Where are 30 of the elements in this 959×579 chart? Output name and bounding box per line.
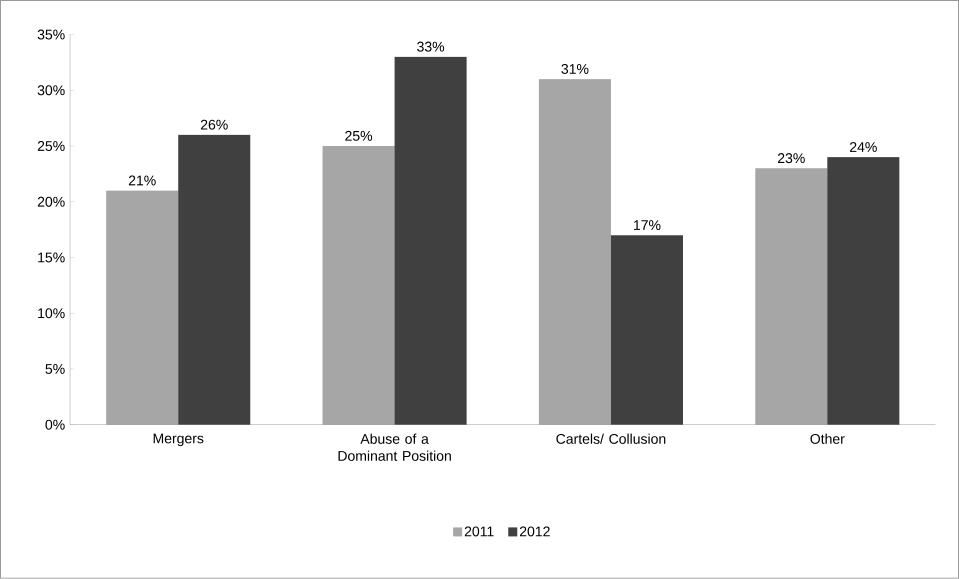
y-tick-label: 15% [38, 252, 65, 263]
bar [827, 157, 900, 425]
bar [394, 56, 467, 425]
bar [538, 79, 611, 425]
y-tick-label: 25% [38, 141, 65, 152]
data-label: 26% [200, 120, 228, 130]
y-tick-label: 10% [38, 308, 65, 318]
bar [106, 190, 178, 425]
data-label: 25% [345, 130, 372, 141]
x-tick-label: Other [810, 434, 845, 444]
bar [322, 146, 395, 425]
y-tick-label: 30% [38, 85, 65, 96]
bar [610, 235, 683, 425]
legend-label: 2011 [464, 526, 494, 536]
data-label: 21% [128, 176, 156, 186]
x-tick-label: Cartels/ Collusion [556, 434, 666, 444]
legend-label: 2012 [520, 526, 550, 536]
data-label: 33% [417, 42, 444, 52]
data-label: 24% [850, 142, 877, 152]
bar [755, 168, 828, 425]
data-label: 31% [561, 64, 588, 74]
x-tick-label: Abuse of a Dominant Position [338, 434, 451, 461]
y-tick-label: 20% [38, 196, 65, 207]
x-tick-label: Mergers [154, 434, 204, 446]
data-label: 23% [778, 153, 805, 164]
bar [178, 134, 250, 425]
y-tick-label: 0% [45, 420, 65, 430]
y-tick-label: 5% [45, 364, 65, 374]
data-label: 17% [634, 220, 660, 230]
y-tick-label: 35% [38, 30, 65, 40]
